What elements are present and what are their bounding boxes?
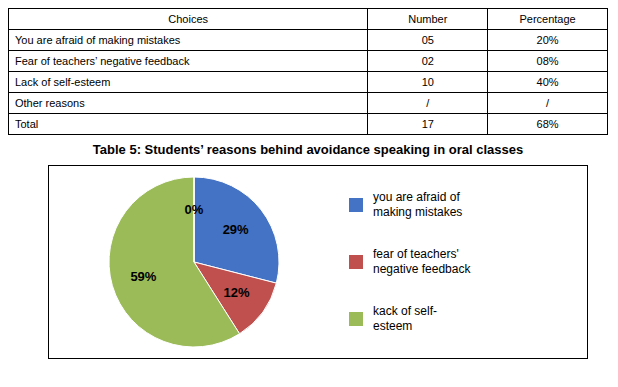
html-text:05: 05 xyxy=(421,34,434,46)
html-text:40%: 40% xyxy=(536,76,559,88)
svg-text:0%: 0% xyxy=(185,202,204,217)
html-text:68%: 68% xyxy=(536,118,559,130)
svg-text:29%: 29% xyxy=(223,222,249,237)
svg-text:12%: 12% xyxy=(224,285,250,300)
html-text:08%: 08% xyxy=(536,55,559,67)
html-text:fear of teachers' negative fee: fear of teachers' negative feedback xyxy=(373,247,471,276)
html-text:02: 02 xyxy=(421,55,434,67)
html-text:Percentage: Percentage xyxy=(519,13,576,25)
html-text:you are afraid of making mista: you are afraid of making mistakes xyxy=(373,190,463,220)
html-text:Choices: Choices xyxy=(168,13,209,25)
html-text:You are afraid of making mista: You are afraid of making mistakes xyxy=(15,34,181,46)
html-text:Total: Total xyxy=(15,118,39,130)
html-text:Table 5: Students’ reasons beh: Table 5: Students’ reasons behind avoida… xyxy=(92,142,524,157)
html-text:Lack of self-esteem: Lack of self-esteem xyxy=(15,76,111,88)
html-text:kack of self- esteem: kack of self- esteem xyxy=(373,303,437,333)
html-text:10: 10 xyxy=(421,76,434,88)
svg-text:59%: 59% xyxy=(130,269,156,284)
html-text:20%: 20% xyxy=(536,34,559,46)
html-text:Other reasons: Other reasons xyxy=(15,97,85,109)
html-text:17: 17 xyxy=(421,118,434,130)
html-text:Number: Number xyxy=(408,13,448,25)
html-text:Fear of teachers’ negative fee: Fear of teachers’ negative feedback xyxy=(15,55,190,67)
